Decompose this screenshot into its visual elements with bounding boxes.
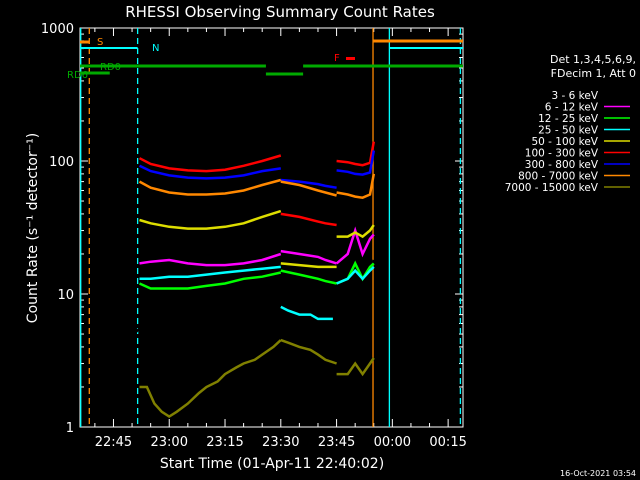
legend-label: 300 - 800 keV [525,159,599,171]
x-axis-label: Start Time (01-Apr-11 22:40:02) [160,456,384,472]
series-line [280,273,337,302]
legend-label: 25 - 50 keV [538,125,599,137]
series-line [139,209,282,230]
legend-header: Det 1,3,4,5,6,9, [550,53,636,66]
series-line [280,305,333,321]
flare-marker-bar [346,57,355,60]
x-tick-label: 23:00 [151,435,188,450]
legend-label: 12 - 25 keV [538,113,599,125]
series-group [129,141,376,418]
legend-label: 3 - 6 keV [551,90,598,102]
legend-label: 50 - 100 keV [531,136,598,148]
annotation-label: N [152,43,159,54]
y-tick-label: 100 [49,155,74,170]
x-tick-label: 00:15 [429,435,466,450]
series-line [138,271,282,290]
annotation-label: S [97,37,103,48]
series-line [280,338,337,365]
series-line [129,313,174,341]
series-line [336,224,375,239]
series-line [138,178,282,196]
series-line [138,154,282,173]
x-tick-label: 23:15 [206,435,243,450]
legend-label: 7000 - 15000 keV [505,182,599,194]
series-line [139,339,282,418]
series-line [139,252,282,267]
x-tick-label: 23:30 [262,435,299,450]
series-line [280,249,337,265]
y-tick-label: 1 [66,421,74,436]
series-line [280,212,337,227]
series-line [280,262,337,269]
series-line [336,266,375,285]
x-tick-label: 22:45 [95,435,132,450]
legend-label: 100 - 300 keV [525,148,599,160]
series-line [280,180,337,197]
series-line [139,265,281,281]
legend: Det 1,3,4,5,6,9,FDecim 1, Att 0 3 - 6 keV… [505,53,636,194]
series-line [280,269,337,285]
y-tick-label: 1000 [41,22,74,37]
series-line [336,141,376,167]
annotation-label: RD6 [67,70,88,81]
annotation-label: F [334,53,340,64]
x-axis: 22:45 23:00 23:15 23:30 23:45 00:00 00:15 [94,28,467,450]
x-tick-label: 00:00 [374,435,411,450]
series-line [335,226,375,265]
y-axis-label: Count Rate (s⁻¹ detector⁻¹) [25,133,41,323]
series-line [336,173,376,199]
x-tick-label: 23:45 [318,435,355,450]
series-line [336,357,375,377]
series-line [172,273,282,316]
footer-timestamp: 16-Oct-2021 03:54 [560,469,636,478]
chart-title: RHESSI Observing Summary Count Rates [125,3,435,21]
series-line [280,178,337,189]
plot-frame [79,27,464,428]
legend-header: FDecim 1, Att 0 [551,67,636,80]
legend-label: 6 - 12 keV [545,102,599,114]
y-axis: 1 10 100 1000 [41,22,463,436]
series-line [138,164,281,180]
observing-markers: S N F RD6 RD0 [67,28,463,427]
y-tick-label: 10 [57,288,74,303]
annotation-label: RD0 [100,62,121,73]
legend-label: 800 - 7000 keV [518,171,599,183]
series-line [336,150,376,176]
